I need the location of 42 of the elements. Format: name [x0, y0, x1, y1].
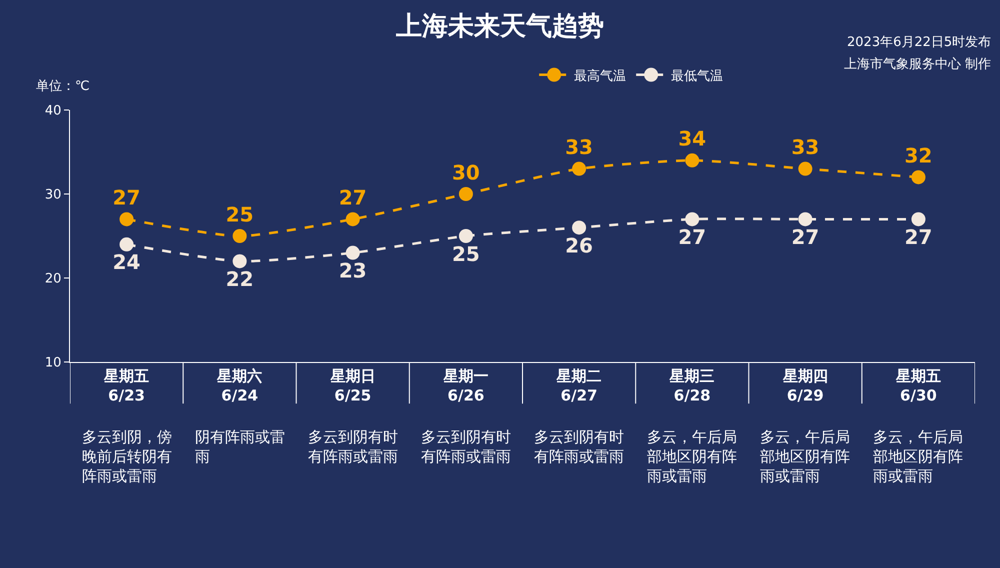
data-label: 27 — [904, 224, 932, 249]
data-label: 30 — [452, 160, 480, 184]
text: 多云到阴有时有阵雨或雷雨 — [534, 428, 624, 466]
data-label: 26 — [565, 233, 593, 258]
text: 阴有阵雨或雷雨 — [195, 428, 285, 466]
data-label: 33 — [791, 135, 820, 160]
text: 多云，午后局部地区阴有阵雨或雷雨 — [760, 428, 850, 485]
data-label: 27 — [112, 185, 140, 210]
data-label: 32 — [904, 143, 932, 168]
data-label: 33 — [565, 135, 593, 160]
text: 多云，午后局部地区阴有阵雨或雷雨 — [647, 428, 737, 485]
y-tick-label: 30 — [44, 188, 62, 203]
x-tick-label: 星期四 6/29 — [782, 367, 828, 404]
legend-label: 最高气温 — [574, 68, 626, 84]
text: 多云到阴有时有阵雨或雷雨 — [308, 428, 398, 466]
text: 多云，午后局部地区阴有阵雨或雷雨 — [873, 428, 963, 485]
text: 上海市气象服务中心 制作 — [844, 56, 992, 72]
data-label: 25 — [452, 242, 480, 266]
data-label: 27 — [791, 224, 820, 249]
x-tick-label: 星期一 6/26 — [442, 367, 488, 404]
x-tick-label: 星期日 6/25 — [329, 367, 376, 404]
legend-label: 最低气温 — [671, 68, 724, 84]
y-tick-label: 20 — [44, 272, 62, 287]
data-label: 24 — [112, 250, 140, 274]
text: 多云到阴有时有阵雨或雷雨 — [421, 428, 511, 466]
x-tick-label: 星期三 6/28 — [668, 367, 715, 404]
y-tick-label: 10 — [44, 356, 62, 371]
data-label: 22 — [226, 266, 254, 291]
data-label: 27 — [338, 185, 367, 210]
y-axis-title: 单位：℃ — [36, 79, 90, 94]
chart-title: 上海未来天气趋势 — [395, 12, 604, 42]
text: 2023年6月22日5时发布 — [847, 35, 992, 50]
data-label: 34 — [678, 126, 706, 151]
x-tick-label: 星期五 6/30 — [894, 367, 941, 404]
x-tick-label: 星期五 6/23 — [103, 367, 150, 404]
text: 多云到阴，傍晚前后转阴有阵雨或雷雨 — [82, 428, 172, 485]
y-tick-label: 40 — [44, 104, 62, 119]
x-tick-label: 星期六 6/24 — [216, 367, 262, 404]
data-label: 27 — [678, 224, 706, 249]
x-tick-label: 星期二 6/27 — [556, 367, 602, 404]
data-label: 23 — [338, 258, 367, 283]
data-label: 25 — [226, 202, 254, 226]
